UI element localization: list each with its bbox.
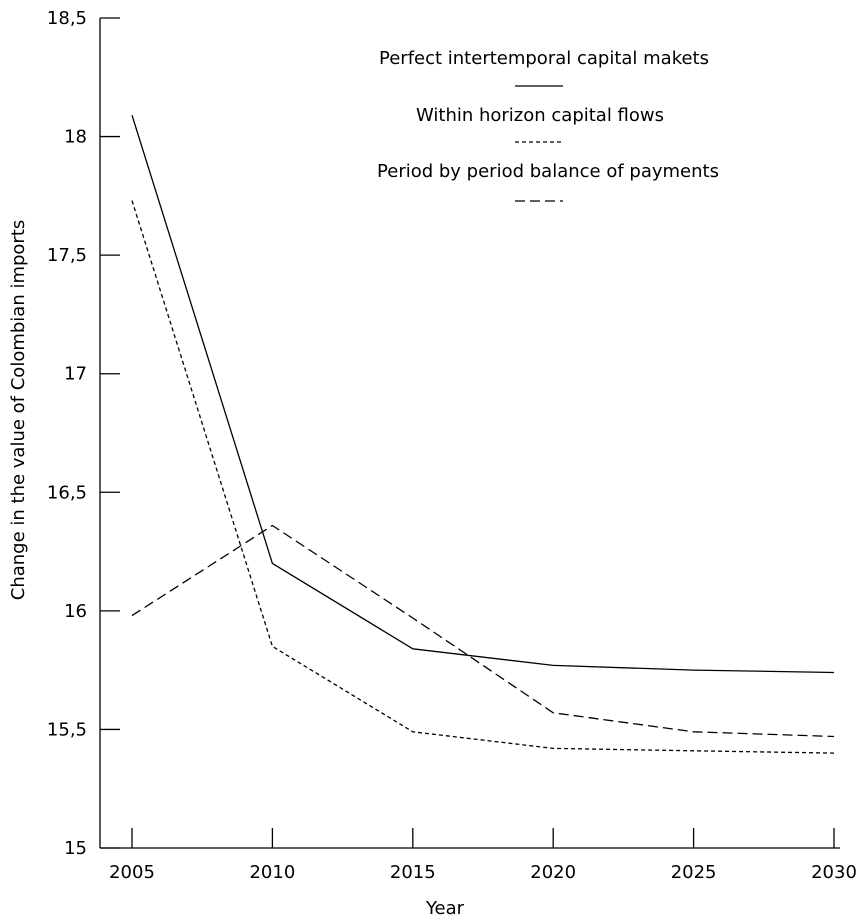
x-tick-label: 2010	[249, 862, 295, 883]
legend-label-series-1: Perfect intertemporal capital makets	[379, 48, 709, 69]
y-tick-label: 16,5	[47, 482, 87, 503]
x-axis-title: Year	[425, 898, 465, 919]
series-line-1	[131, 115, 835, 674]
x-tick-label: 2030	[811, 862, 857, 883]
series-line-2	[131, 200, 835, 754]
legend-label-series-2: Within horizon capital flows	[416, 105, 664, 126]
y-ticks: 15 15,5 16 16,5 17 17,5 18 18,5	[47, 8, 120, 859]
y-tick-label: 17,5	[47, 245, 87, 266]
y-tick-label: 18	[64, 127, 87, 148]
series-lines	[131, 115, 835, 754]
y-tick-label: 18,5	[47, 8, 87, 29]
legend: Perfect intertemporal capital makets Wit…	[377, 48, 719, 202]
y-tick-label: 15	[64, 838, 87, 859]
x-tick-label: 2005	[109, 862, 155, 883]
x-tick-label: 2015	[390, 862, 436, 883]
x-tick-label: 2025	[671, 862, 717, 883]
y-tick-label: 15,5	[47, 719, 87, 740]
y-axis-title: Change in the value of Colombian imports	[8, 220, 29, 601]
x-tick-label: 2020	[530, 862, 576, 883]
y-tick-label: 17	[64, 364, 87, 385]
axes	[99, 18, 840, 849]
legend-label-series-3: Period by period balance of payments	[377, 161, 719, 182]
series-line-3	[131, 524, 835, 738]
x-ticks: 2005 2010 2015 2020 2025 2030	[109, 828, 857, 883]
y-tick-label: 16	[64, 601, 87, 622]
